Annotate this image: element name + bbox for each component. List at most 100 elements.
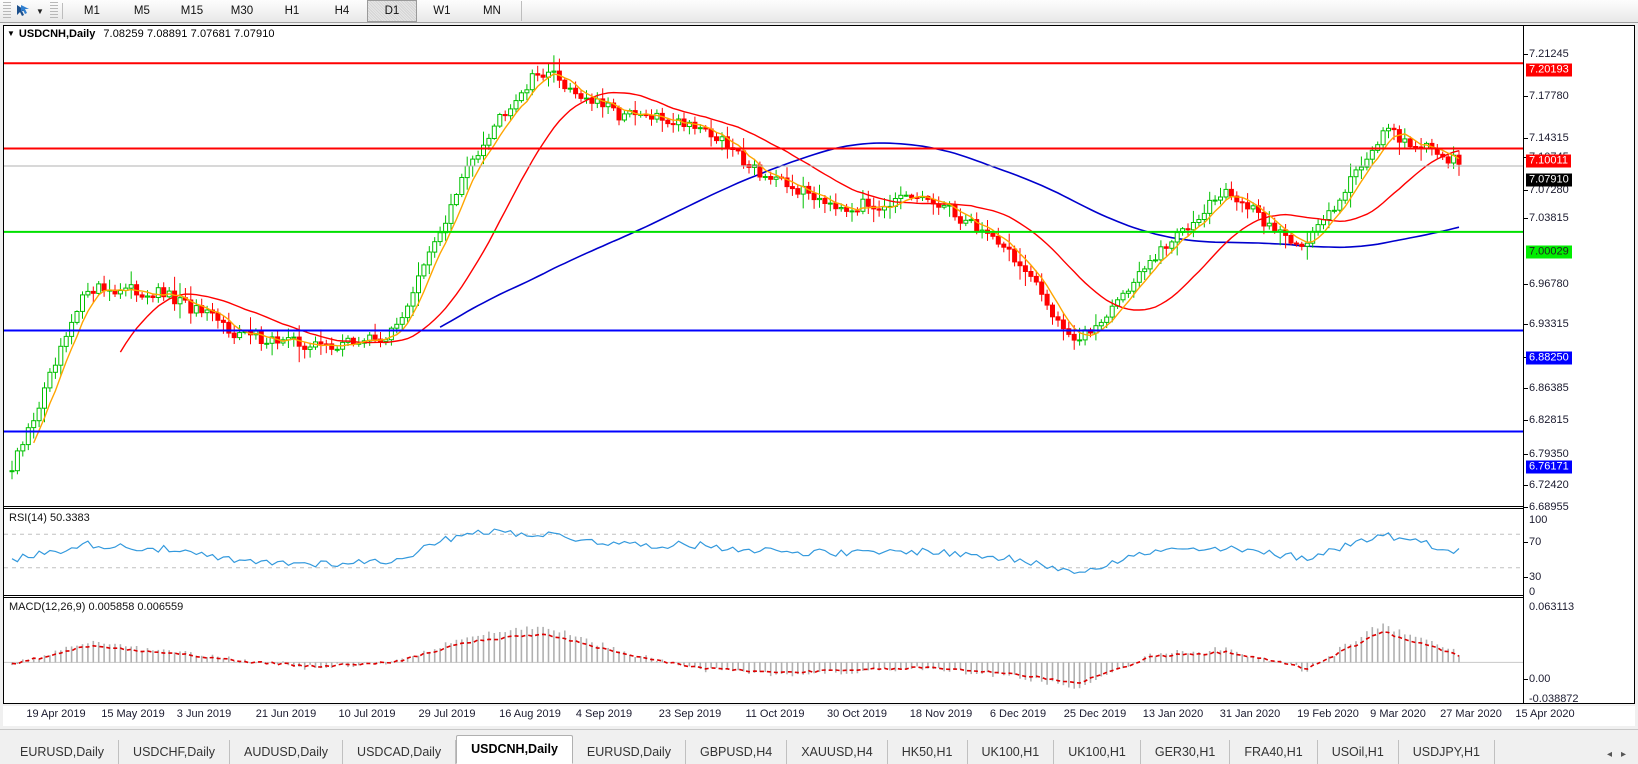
macd-pane: [4, 623, 1523, 689]
date-label: 3 Jun 2019: [176, 708, 232, 720]
date-label: 23 Sep 2019: [658, 708, 722, 720]
price-tick: 6.86385: [1529, 382, 1569, 394]
timeframe-m1[interactable]: M1: [83, 5, 100, 17]
chart-tab-ger30-h1[interactable]: GER30,H1: [1141, 740, 1231, 764]
last-price-tag[interactable]: 7.07910: [1526, 173, 1572, 187]
price-tick: 6.68955: [1529, 501, 1569, 513]
level-tag-resistance-1[interactable]: 7.20193: [1526, 63, 1572, 77]
chart-window[interactable]: ▼ USDCNH,Daily 7.08259 7.08891 7.07681 7…: [3, 25, 1635, 705]
date-label: 29 Jul 2019: [418, 708, 476, 720]
chart-plot-area[interactable]: [4, 26, 1523, 703]
price-axis[interactable]: 7.21245 7.17780 7.14315 7.10745 7.07280 …: [1523, 26, 1634, 705]
timeframe-w1[interactable]: W1: [433, 5, 451, 17]
chart-header: ▼ USDCNH,Daily 7.08259 7.08891 7.07681 7…: [4, 26, 275, 41]
pane-separator-rsi: [4, 506, 1523, 507]
rsi-tick: 70: [1529, 536, 1542, 548]
chart-tab-fra40-h1[interactable]: FRA40,H1: [1230, 740, 1318, 764]
chart-tabbar: EURUSD,Daily USDCHF,Daily AUDUSD,Daily USDC…: [0, 729, 1638, 764]
timeframe-d1[interactable]: D1: [366, 0, 417, 22]
price-tick: 6.93315: [1529, 318, 1569, 330]
price-tick: 6.82815: [1529, 414, 1569, 426]
date-label: 15 May 2019: [101, 708, 165, 720]
timeframe-h1[interactable]: H1: [284, 5, 300, 17]
toolbar-divider: [61, 3, 63, 19]
timeframe-toolbar: ▼ M1 M5 M15 M30 H1 H4 D1 W1 MN: [0, 0, 1638, 23]
price-tick: 7.21245: [1529, 48, 1569, 60]
rsi-pane: [4, 528, 1523, 575]
chart-tab-audusd-daily[interactable]: AUDUSD,Daily: [230, 740, 344, 764]
chart-tab-usdchf-daily[interactable]: USDCHF,Daily: [119, 740, 230, 764]
chart-tab-uk100-h1[interactable]: UK100,H1: [968, 740, 1055, 764]
chart-tab-gbpusd-h4[interactable]: GBPUSD,H4: [686, 740, 788, 764]
macd-tick: -0.038872: [1529, 693, 1579, 705]
ma-mid-line: [119, 91, 1460, 353]
chart-tab-eurusd-daily[interactable]: EURUSD,Daily: [573, 740, 686, 764]
chart-tab-usdjpy-h1[interactable]: USDJPY,H1: [1399, 740, 1495, 764]
level-tag-support-2[interactable]: 6.76171: [1526, 460, 1572, 474]
timeframe-m30[interactable]: M30: [230, 5, 254, 17]
price-tick: 6.96780: [1529, 278, 1569, 290]
level-tag-support-1[interactable]: 6.88250: [1526, 351, 1572, 365]
timeframe-h4[interactable]: H4: [334, 5, 350, 17]
timeframe-group-handle[interactable]: [49, 2, 58, 20]
tab-scroll-controls[interactable]: ◂ ▸: [1595, 749, 1638, 764]
macd-signal-line: [11, 630, 1460, 684]
rsi-label: RSI(14) 50.3383: [9, 512, 90, 524]
date-label: 16 Aug 2019: [499, 708, 561, 720]
macd-tick: 0.063113: [1529, 601, 1575, 613]
macd-tick: 0.00: [1529, 673, 1551, 685]
date-label: 6 Dec 2019: [989, 708, 1047, 720]
date-label: 25 Dec 2019: [1063, 708, 1127, 720]
crosshair-icon[interactable]: [13, 1, 35, 21]
chart-tab-list: EURUSD,Daily USDCHF,Daily AUDUSD,Daily USDC…: [0, 734, 1595, 764]
date-label: 30 Oct 2019: [827, 708, 887, 720]
pane-separator-macd-2: [4, 597, 1523, 598]
chart-tab-hk50-h1[interactable]: HK50,H1: [888, 740, 968, 764]
level-tag-pivot[interactable]: 7.00029: [1526, 245, 1572, 259]
level-lines: [4, 62, 1523, 433]
pane-separator-macd: [4, 595, 1523, 596]
timeframe-mn[interactable]: MN: [482, 5, 501, 17]
date-label: 21 Jun 2019: [255, 708, 317, 720]
chart-tab-xauusd-h4[interactable]: XAUUSD,H4: [787, 740, 888, 764]
macd-label: MACD(12,26,9) 0.005858 0.006559: [9, 601, 184, 613]
chart-canvas: [4, 55, 1523, 689]
chart-tab-usdcad-daily[interactable]: USDCAD,Daily: [343, 740, 457, 764]
chevron-down-icon[interactable]: ▼: [36, 6, 44, 16]
price-tick: 7.07280: [1529, 184, 1569, 196]
timeframe-m15[interactable]: M15: [180, 5, 204, 17]
date-label: 15 Apr 2020: [1515, 708, 1575, 720]
ohlc-values: 7.08259 7.08891 7.07681 7.07910: [103, 27, 275, 40]
tab-scroll-prev-icon[interactable]: ◂: [1606, 749, 1612, 760]
rsi-tick: 0: [1529, 586, 1536, 598]
date-label: 31 Jan 2020: [1219, 708, 1281, 720]
rsi-tick: 100: [1529, 514, 1548, 526]
tab-scroll-next-icon[interactable]: ▸: [1620, 749, 1626, 760]
toolbar-spacer: [520, 1, 1638, 21]
price-tick: 6.72420: [1529, 479, 1569, 491]
price-tick: 7.14315: [1529, 132, 1569, 144]
date-label: 11 Oct 2019: [745, 708, 805, 720]
date-label: 4 Sep 2019: [575, 708, 633, 720]
date-label: 13 Jan 2020: [1142, 708, 1204, 720]
chart-menu-caret-icon[interactable]: ▼: [7, 29, 15, 38]
date-label: 27 Mar 2020: [1440, 708, 1502, 720]
date-label: 18 Nov 2019: [909, 708, 973, 720]
rsi-line: [11, 528, 1460, 575]
toolbar-drag-handle[interactable]: [3, 2, 11, 20]
date-label: 10 Jul 2019: [338, 708, 396, 720]
chart-tab-usdcnh-daily[interactable]: USDCNH,Daily: [456, 735, 573, 764]
level-tag-resistance-2[interactable]: 7.10011: [1526, 154, 1571, 168]
chart-tab-uk100-h1[interactable]: UK100,H1: [1054, 740, 1141, 764]
price-tick: 7.17780: [1529, 90, 1569, 102]
timeframe-m5[interactable]: M5: [133, 5, 150, 17]
date-label: 9 Mar 2020: [1370, 708, 1426, 720]
chart-tab-usoil-h1[interactable]: USOil,H1: [1318, 740, 1399, 764]
date-label: 19 Feb 2020: [1297, 708, 1359, 720]
price-tick: 7.03815: [1529, 212, 1569, 224]
symbol-label: USDCNH,Daily: [18, 27, 96, 40]
time-axis: 19 Apr 2019 15 May 2019 3 Jun 2019 21 Ju…: [3, 706, 1635, 726]
chart-tab-eurusd-daily[interactable]: EURUSD,Daily: [6, 740, 120, 764]
rsi-tick: 30: [1529, 571, 1542, 583]
